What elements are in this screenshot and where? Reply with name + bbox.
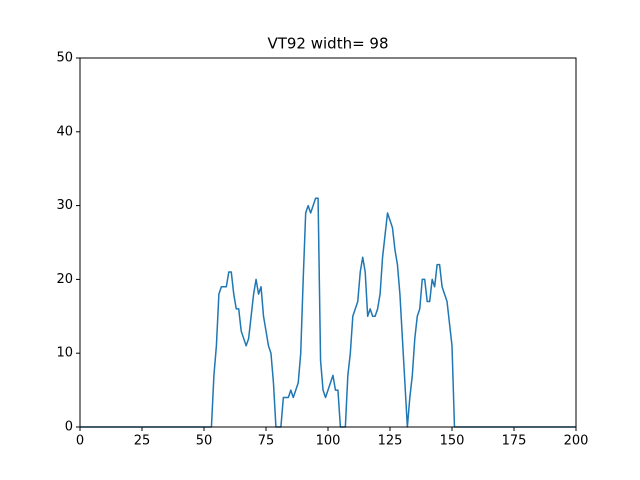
line <box>80 197 576 428</box>
y-tick-label: 50 <box>56 51 73 66</box>
x-tick-label: 125 <box>378 434 403 449</box>
x-tick-label: 175 <box>502 434 527 449</box>
y-tick-label: 10 <box>56 346 73 361</box>
y-tick-label: 0 <box>65 420 73 435</box>
x-tick-label: 0 <box>76 434 84 449</box>
x-tick-label: 200 <box>564 434 589 449</box>
chart-title: VT92 width= 98 <box>267 35 388 53</box>
x-tick-label: 100 <box>316 434 341 449</box>
x-tick-label: 50 <box>196 434 213 449</box>
y-tick-label: 20 <box>56 272 73 287</box>
y-tick-label: 40 <box>56 124 73 139</box>
plot-frame <box>79 57 577 428</box>
x-tick-label: 75 <box>258 434 275 449</box>
y-tick-label: 30 <box>56 198 73 213</box>
x-tick-label: 150 <box>440 434 465 449</box>
x-tick-label: 25 <box>134 434 151 449</box>
